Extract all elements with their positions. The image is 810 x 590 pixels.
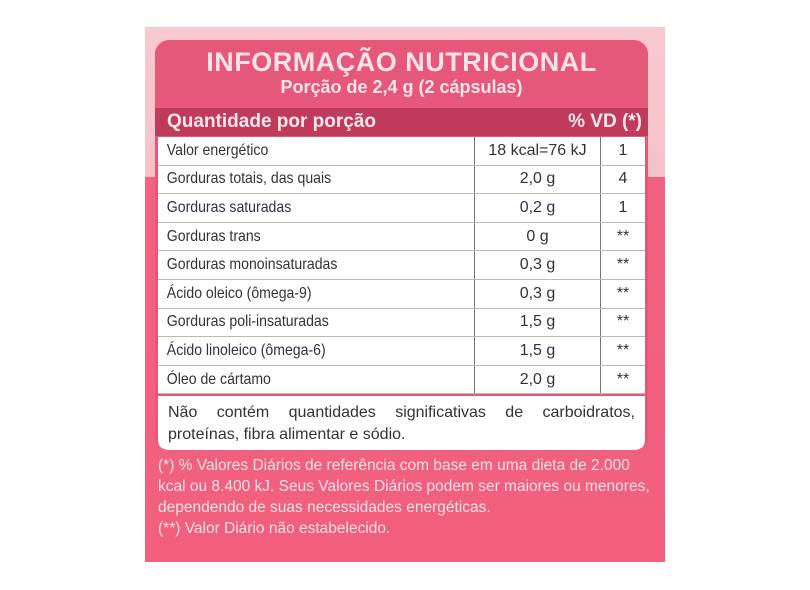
nutrient-amount: 0,3 g (474, 250, 601, 280)
nutrient-vd: ** (600, 222, 645, 252)
nutrient-vd: ** (600, 250, 645, 280)
table-row: Gorduras trans 0 g ** (158, 222, 645, 252)
nutrition-table: Valor energético 18 kcal=76 kJ 1 Gorduras t… (158, 137, 645, 450)
nutrient-name: Ácido linoleico (ômega-6) (158, 336, 437, 366)
header-vd: % VD (*) (568, 111, 642, 132)
nutrient-amount: 2,0 g (474, 165, 601, 195)
table-row: Valor energético 18 kcal=76 kJ 1 (158, 137, 645, 166)
nutrient-amount: 0,3 g (474, 279, 601, 309)
nutrient-amount: 1,5 g (474, 308, 601, 338)
note-text: Não contém quantidades significativas de… (158, 394, 645, 450)
nutrient-vd: 1 (600, 193, 645, 223)
nutrient-name: Gorduras totais, das quais (158, 165, 437, 195)
table-row: Óleo de cártamo 2,0 g ** (158, 365, 645, 395)
nutrient-vd: ** (600, 279, 645, 309)
nutrient-amount: 0 g (474, 222, 601, 252)
footnote-no-vd: (**) Valor Diário não estabelecido. (158, 520, 391, 537)
nutrient-vd: 1 (600, 137, 645, 166)
nutrient-name: Gorduras poli-insaturadas (158, 308, 437, 338)
nutrient-amount: 18 kcal=76 kJ (474, 137, 601, 166)
serving-size: Porção de 2,4 g (2 cápsulas) (280, 77, 523, 97)
nutrient-vd: ** (600, 308, 645, 338)
table-row: Gorduras poli-insaturadas 1,5 g ** (158, 308, 645, 338)
footnote-vd: (*) % Valores Diários de referência com … (158, 457, 650, 516)
nutrient-name: Gorduras saturadas (158, 193, 437, 223)
table-row: Gorduras monoinsaturadas 0,3 g ** (158, 250, 645, 280)
table-row: Ácido linoleico (ômega-6) 1,5 g ** (158, 336, 645, 366)
nutrient-amount: 2,0 g (474, 365, 601, 395)
table-row: Ácido oleico (ômega-9) 0,3 g ** (158, 279, 645, 309)
nutrient-amount: 1,5 g (474, 336, 601, 366)
nutrient-name: Valor energético (158, 137, 437, 166)
nutrient-name: Gorduras monoinsaturadas (158, 250, 437, 280)
nutrition-facts-card: INFORMAÇÃO NUTRICIONAL Porção de 2,4 g (… (155, 40, 648, 450)
footnotes: (*) % Valores Diários de referência com … (158, 455, 650, 539)
nutrient-name: Ácido oleico (ômega-9) (158, 279, 437, 309)
nutrient-vd: ** (600, 365, 645, 395)
nutrient-amount: 0,2 g (474, 193, 601, 223)
header-quantity: Quantidade por porção (167, 111, 377, 132)
nutrient-name: Gorduras trans (158, 222, 437, 252)
label-title: INFORMAÇÃO NUTRICIONAL (206, 47, 597, 77)
nutrient-name: Óleo de cártamo (158, 365, 437, 395)
table-header: Quantidade por porção % VD (*) (155, 108, 648, 136)
nutrient-vd: ** (600, 336, 645, 366)
nutrient-vd: 4 (600, 165, 645, 195)
